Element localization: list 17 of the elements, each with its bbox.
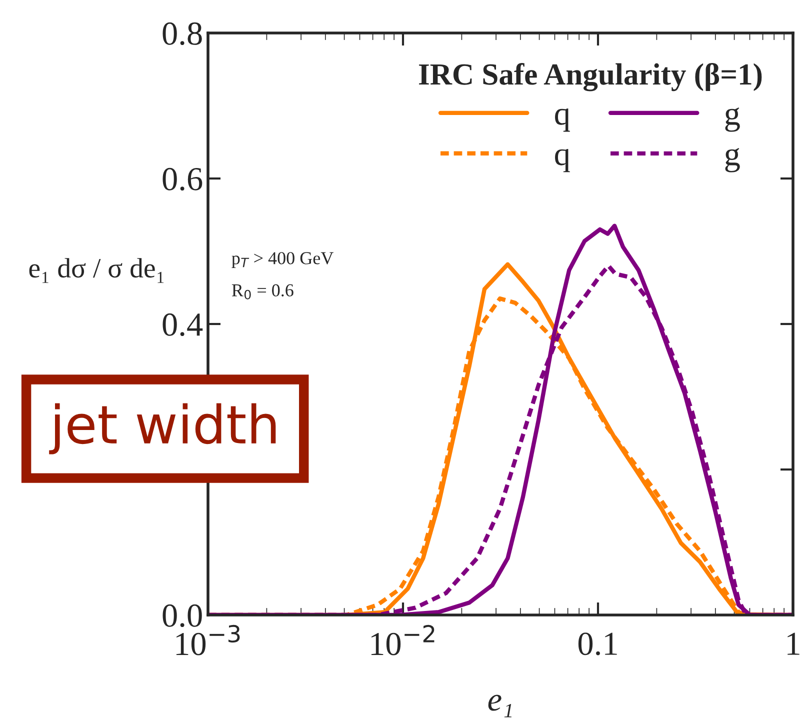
legend-title: IRC Safe Angularity (β=1) — [419, 63, 762, 92]
y-tick-label: 0.6 — [162, 168, 202, 191]
legend-label: g — [725, 107, 740, 132]
x-tick-label: 1 — [788, 632, 800, 655]
annotation: R$_{0}$ = 0.6 — [232, 284, 294, 300]
annotation: p$_{T}$ > 400 GeV — [232, 252, 334, 268]
x-axis-title: e₁ — [488, 694, 512, 718]
legend-label: q — [555, 108, 570, 132]
x-tick-label: 0.1 — [578, 632, 617, 656]
y-tick-label: 0.0 — [162, 604, 202, 628]
legend-label: q — [555, 148, 570, 172]
y-tick-label: 0.8 — [162, 22, 202, 46]
x-tick-label: 10$^{−2}$ — [371, 624, 434, 656]
y-tick-label: 0.4 — [162, 313, 203, 336]
legend-label: g — [725, 148, 740, 172]
y-axis-title: e₁ dσ / σ de₁ — [29, 258, 164, 283]
annotation: jet width — [49, 403, 276, 454]
